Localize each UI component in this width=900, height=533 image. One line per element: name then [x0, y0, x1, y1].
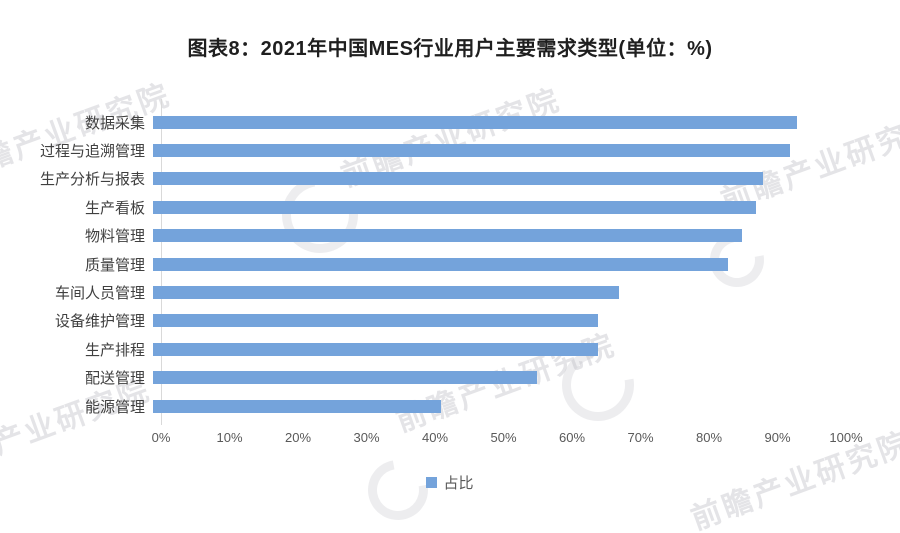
bar-row: 物料管理	[0, 222, 900, 250]
bar-track	[153, 108, 838, 136]
x-tick-label: 0%	[151, 430, 171, 445]
bar-row: 生产分析与报表	[0, 165, 900, 193]
bar-track	[153, 392, 838, 420]
bar-chart: 数据采集过程与追溯管理 生产分析与报表生产看板物料管理质量管理车间人员管理 设备维护…	[0, 108, 900, 420]
category-label: 过程与追溯管理	[39, 143, 145, 161]
category-label: 数据采集	[84, 114, 145, 132]
bar	[153, 314, 599, 328]
chart-title: 图表8：2021年中国MES行业用户主要需求类型(单位：%)	[187, 38, 713, 60]
bar	[153, 229, 743, 243]
bar	[153, 371, 537, 385]
x-tick-label: 30%	[353, 430, 380, 445]
category-label: 生产看板	[84, 199, 145, 217]
category-label: 车间人员管理	[54, 285, 145, 303]
bar-row: 过程与追溯管理	[0, 136, 900, 164]
bar-track	[153, 136, 838, 164]
bar-row: 配送管理	[0, 364, 900, 392]
x-tick-label: 50%	[490, 430, 517, 445]
legend: 占比	[0, 472, 900, 493]
x-tick-label: 100%	[829, 430, 863, 445]
legend-swatch-icon	[426, 477, 438, 488]
bar-track	[153, 250, 838, 278]
bar-row: 生产看板	[0, 193, 900, 221]
bar-track	[153, 335, 838, 363]
bar-track	[153, 165, 838, 193]
category-label: 能源管理	[84, 398, 145, 416]
bar-row: 质量管理	[0, 250, 900, 278]
category-label: 配送管理	[84, 370, 145, 388]
category-label: 质量管理	[84, 256, 145, 274]
x-tick-label: 70%	[627, 430, 654, 445]
category-label: 生产排程	[84, 341, 145, 359]
x-tick-label: 60%	[558, 430, 586, 445]
x-tick-label: 40%	[421, 430, 449, 445]
x-axis: 0% 10% 20% 30% 40% 50% 60% 70% 80% 90% 100%	[152, 430, 863, 448]
bar	[153, 399, 441, 413]
x-tick-label: 80%	[695, 430, 723, 445]
x-tick-label: 10%	[216, 430, 243, 445]
bar-row: 生产排程	[0, 335, 900, 363]
bar	[153, 172, 763, 186]
bar-track	[153, 307, 838, 335]
bar	[153, 342, 599, 356]
bar	[153, 257, 729, 271]
bar-row: 数据采集	[0, 108, 900, 136]
legend-label: 占比	[443, 475, 474, 492]
bar-row: 车间人员管理	[0, 278, 900, 306]
x-tick-label: 90%	[764, 430, 791, 445]
bar-track	[153, 278, 838, 306]
category-label: 设备维护管理	[54, 313, 145, 331]
bar	[153, 200, 756, 214]
bar-track	[153, 193, 838, 221]
bar-row: 能源管理	[0, 392, 900, 420]
bar	[153, 115, 797, 129]
bar-track	[153, 364, 838, 392]
bar-track	[153, 222, 838, 250]
category-label: 生产分析与报表	[39, 171, 145, 189]
bar-row: 设备维护管理	[0, 307, 900, 335]
bar	[153, 144, 791, 158]
x-tick-label: 20%	[284, 430, 312, 445]
bar	[153, 286, 619, 300]
category-label: 物料管理	[84, 228, 145, 246]
